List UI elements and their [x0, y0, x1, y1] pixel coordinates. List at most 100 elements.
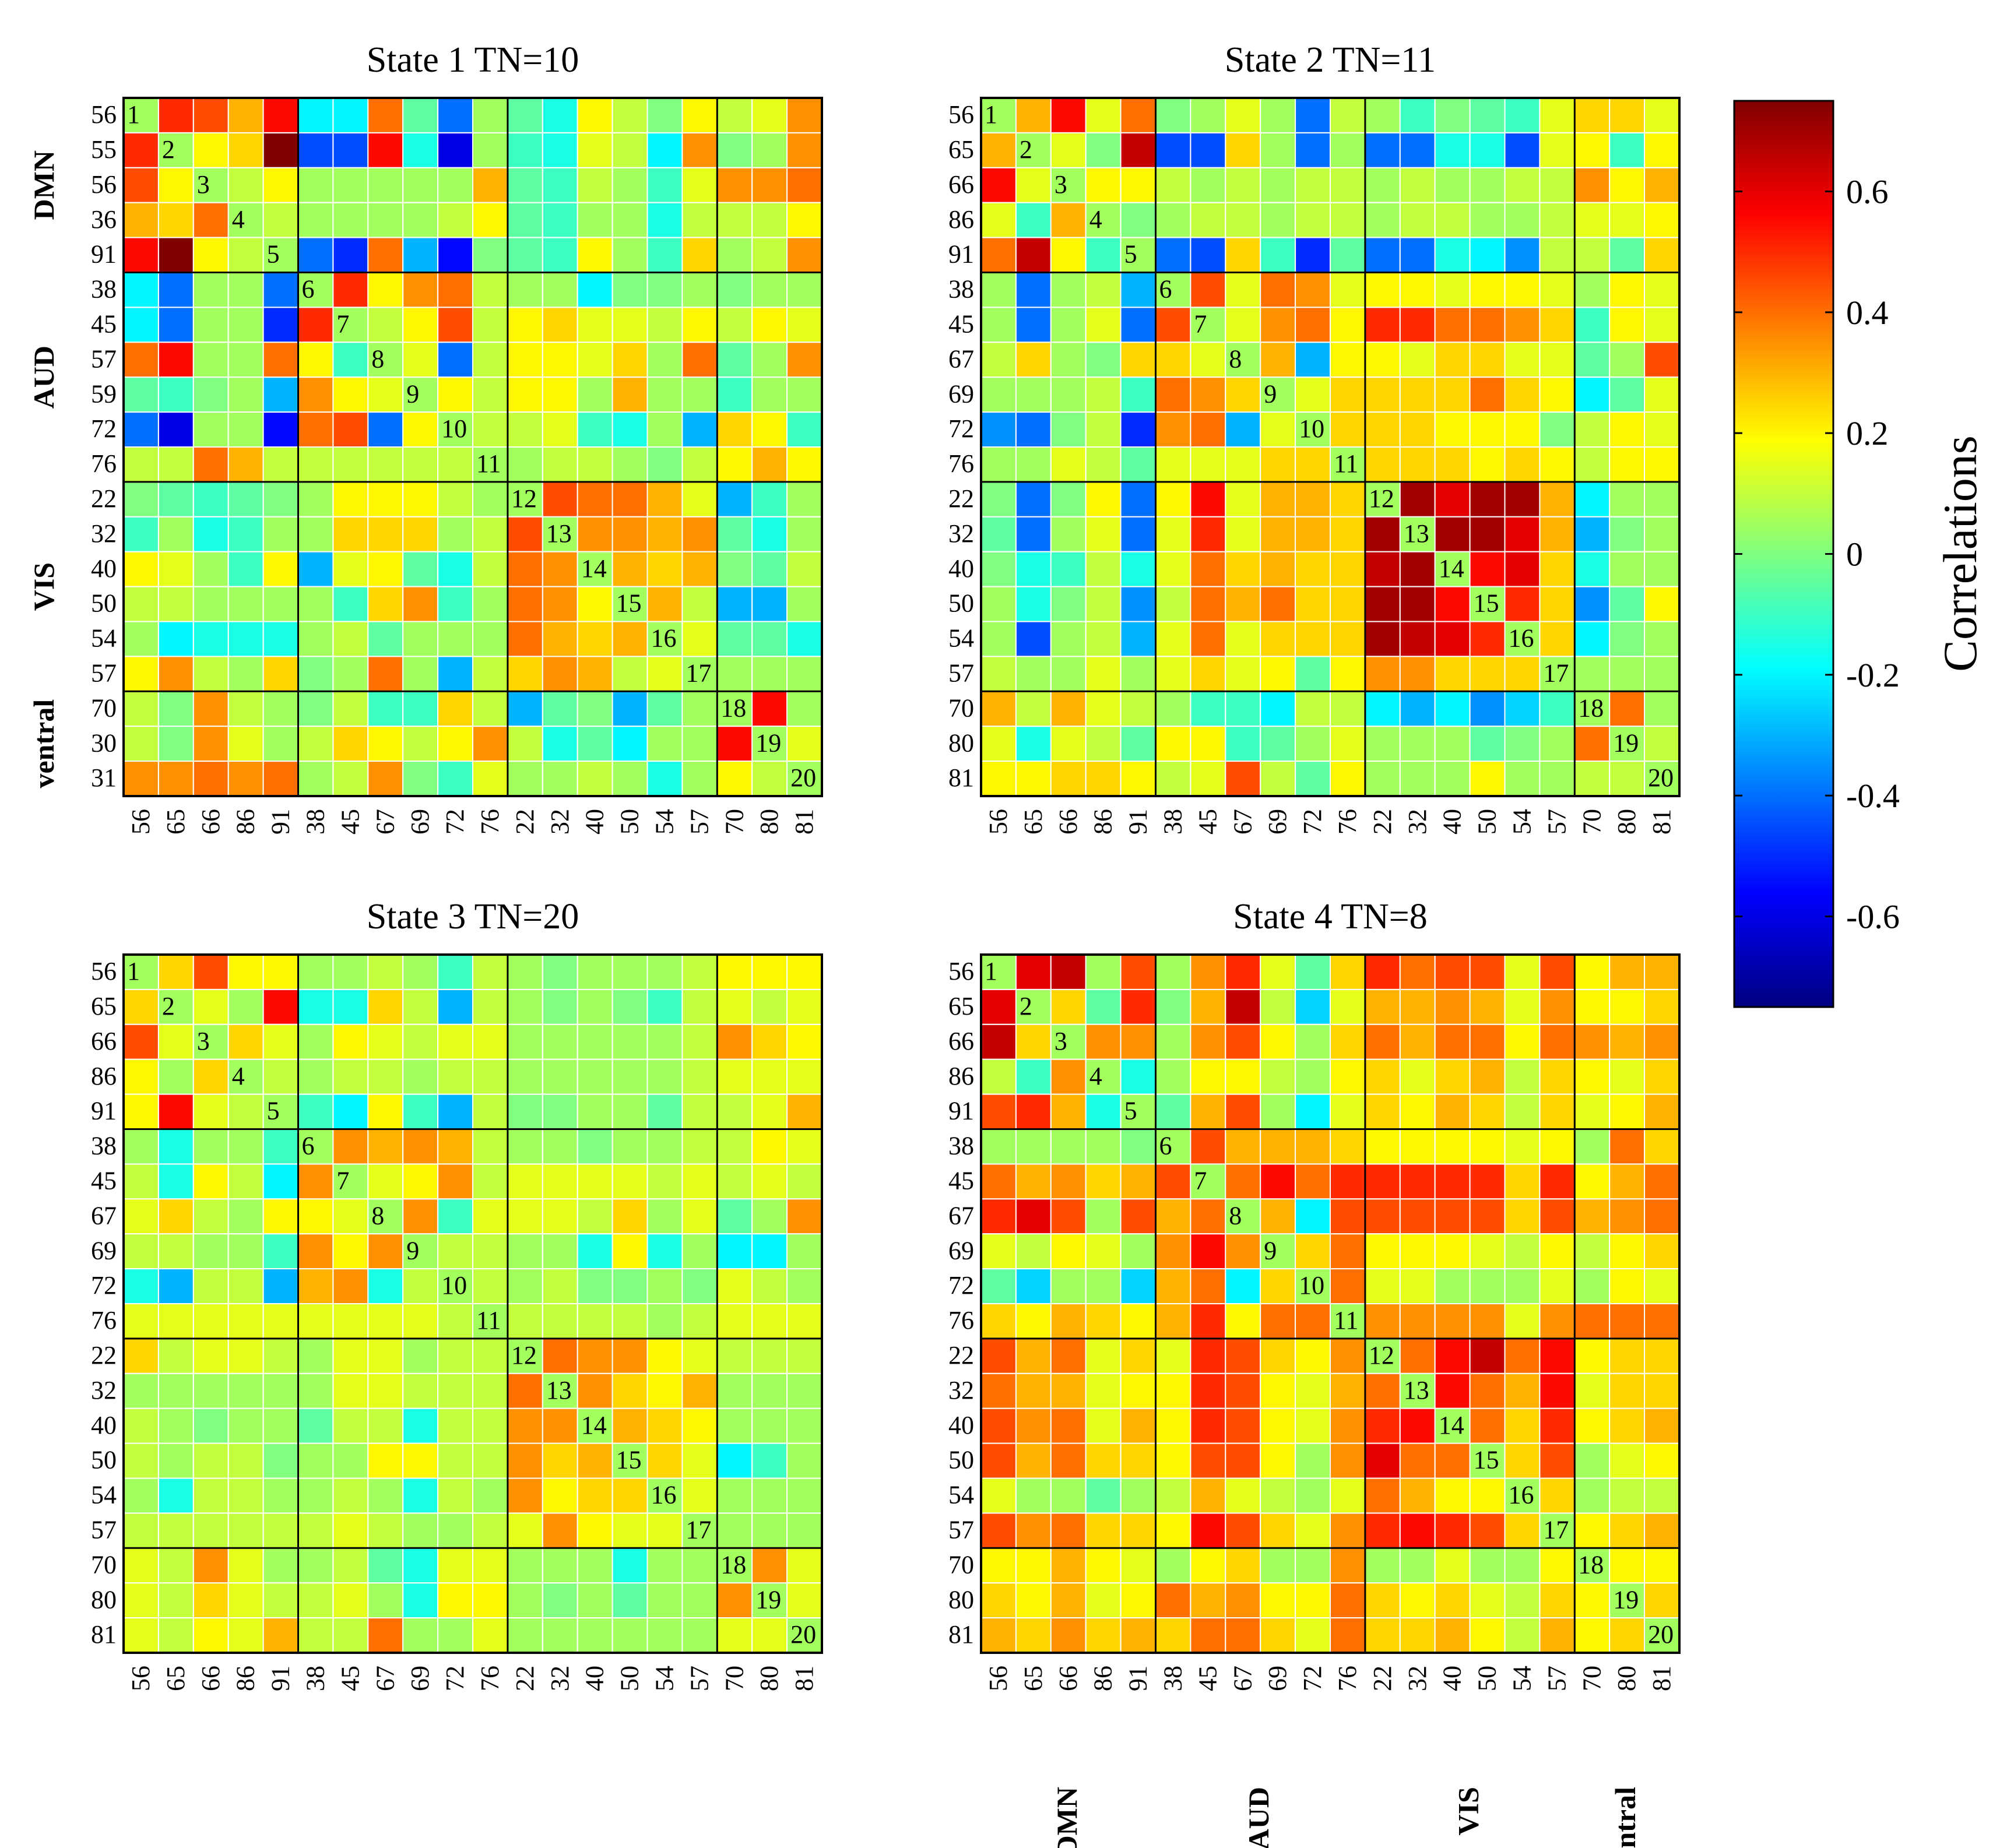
- heatmap-cell: [1260, 726, 1296, 762]
- heatmap-cell: [716, 97, 753, 133]
- heatmap-cell: [402, 726, 439, 762]
- heatmap-cell: [646, 621, 683, 657]
- x-tick-label: 66: [1054, 1666, 1082, 1691]
- heatmap-cell: [1399, 1198, 1436, 1235]
- heatmap-cell: [1574, 1058, 1611, 1095]
- heatmap-cell: [1330, 167, 1366, 203]
- heatmap-cell: [472, 376, 508, 413]
- heatmap-cell: [716, 446, 753, 483]
- heatmap-cell: [227, 1198, 264, 1235]
- heatmap-cell: [1120, 1268, 1157, 1305]
- heatmap-cell: [1155, 1163, 1191, 1200]
- heatmap-cell: [1434, 307, 1471, 343]
- heatmap-cell: [751, 167, 788, 203]
- heatmap-cell: [751, 1303, 788, 1339]
- heatmap-cell: [1364, 237, 1401, 273]
- heatmap-cell: [227, 1128, 264, 1165]
- heatmap-cell: [367, 1407, 404, 1444]
- heatmap-cell: [1609, 954, 1646, 990]
- heatmap-cell: [192, 1547, 229, 1584]
- heatmap-cell: [1364, 376, 1401, 413]
- heatmap-cell: [1050, 1163, 1087, 1200]
- heatmap-cell: [1504, 1198, 1541, 1235]
- heatmap-cell: [1260, 1233, 1296, 1270]
- heatmap-cell: [542, 202, 578, 238]
- heatmap-cell: [262, 761, 299, 797]
- diagonal-label: 5: [1124, 1097, 1137, 1125]
- heatmap-cell: [1434, 481, 1471, 518]
- heatmap-cell: [227, 376, 264, 413]
- heatmap-cell: [192, 1582, 229, 1619]
- heatmap-cell: [1260, 1442, 1296, 1479]
- heatmap-cell: [1504, 202, 1541, 238]
- heatmap-cell: [1574, 481, 1611, 518]
- heatmap-cell: [1539, 551, 1576, 587]
- heatmap-cell: [681, 1582, 718, 1619]
- heatmap-cell: [1330, 1407, 1366, 1444]
- heatmap-cell: [1085, 1512, 1122, 1549]
- heatmap-cell: [681, 1198, 718, 1235]
- heatmap-cell: [1644, 516, 1681, 552]
- heatmap-cell: [716, 1128, 753, 1165]
- heatmap-cell: [332, 132, 369, 168]
- heatmap-cell: [332, 1268, 369, 1305]
- heatmap-cell: [332, 691, 369, 727]
- heatmap-cell: [577, 516, 613, 552]
- diagonal-label: 1: [127, 957, 140, 985]
- heatmap-cell: [507, 1407, 543, 1444]
- heatmap-cell: [1225, 1093, 1261, 1130]
- heatmap-cell: [332, 1512, 369, 1549]
- x-tick-label: 72: [441, 1666, 469, 1691]
- heatmap-cell: [1469, 691, 1506, 727]
- heatmap-cell: [1295, 1617, 1331, 1654]
- heatmap-cell: [1050, 446, 1087, 483]
- heatmap-cell: [1120, 954, 1157, 990]
- heatmap-cell: [262, 1163, 299, 1200]
- heatmap-cell: [262, 1617, 299, 1654]
- heatmap-cell: [646, 1442, 683, 1479]
- heatmap-cell: [332, 1093, 369, 1130]
- heatmap-cell: [646, 1058, 683, 1095]
- heatmap-cell: [367, 621, 404, 657]
- heatmap-cell: [262, 621, 299, 657]
- heatmap-cell: [1609, 1303, 1646, 1339]
- heatmap-cell: [437, 691, 473, 727]
- heatmap-cell: [1330, 1268, 1366, 1305]
- heatmap-cell: [437, 988, 473, 1025]
- y-tick-label: 69: [91, 1236, 117, 1265]
- heatmap-cell: [681, 551, 718, 587]
- heatmap-cell: [577, 1372, 613, 1409]
- heatmap-cell: [192, 307, 229, 343]
- x-tick-label: 81: [1647, 809, 1676, 835]
- heatmap-cell: [1295, 342, 1331, 378]
- x-tick-label: 70: [720, 1666, 748, 1691]
- heatmap-cell: [1190, 342, 1226, 378]
- heatmap-cell: [1190, 132, 1226, 168]
- heatmap-cell: [646, 726, 683, 762]
- heatmap-cell: [297, 621, 334, 657]
- heatmap-cell: [227, 307, 264, 343]
- heatmap-cell: [786, 516, 823, 552]
- y-tick-label: 54: [91, 1481, 117, 1509]
- heatmap-cell: [1609, 202, 1646, 238]
- heatmap-cell: [192, 621, 229, 657]
- heatmap-cell: [681, 1163, 718, 1200]
- heatmap-cell: [1574, 1163, 1611, 1200]
- heatmap-cell: [577, 551, 613, 587]
- heatmap-cell: [1574, 237, 1611, 273]
- heatmap-cell: [1574, 272, 1611, 308]
- heatmap-cell: [192, 1617, 229, 1654]
- heatmap-cell: [577, 1582, 613, 1619]
- heatmap-cell: [1469, 307, 1506, 343]
- heatmap-cell: [577, 132, 613, 168]
- heatmap-cell: [1469, 761, 1506, 797]
- heatmap-cell: [1085, 272, 1122, 308]
- heatmap-cell: [1190, 988, 1226, 1025]
- heatmap-cell: [1015, 1547, 1052, 1584]
- heatmap-cell: [297, 307, 334, 343]
- heatmap-cell: [1260, 1477, 1296, 1514]
- x-tick-label: 50: [616, 1666, 644, 1691]
- heatmap-cell: [437, 167, 473, 203]
- heatmap-cell: [1015, 272, 1052, 308]
- x-tick-label: 22: [511, 1666, 539, 1691]
